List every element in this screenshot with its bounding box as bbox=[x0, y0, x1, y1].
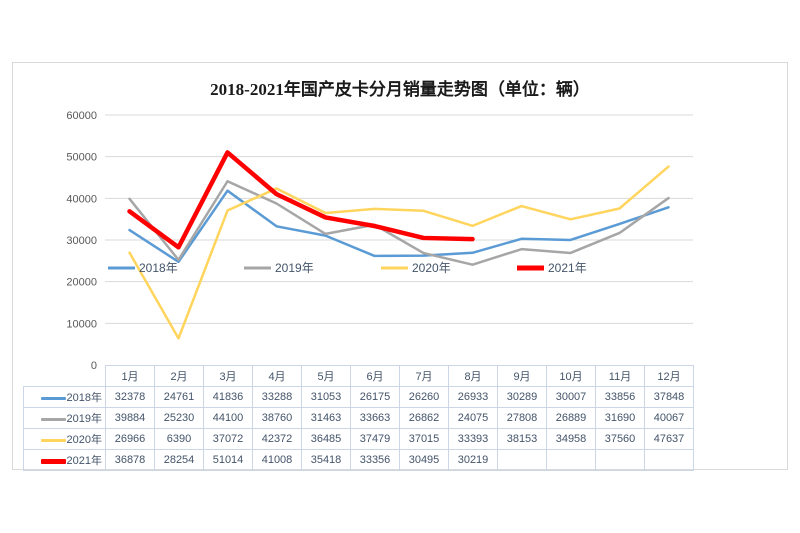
value-cell: 44100 bbox=[203, 407, 253, 429]
value-cell: 38760 bbox=[252, 407, 302, 429]
month-header-cell: 5月 bbox=[301, 365, 351, 387]
line-chart-plot: 0 10000 20000 30000 40000 50000 60000 2018年 2019… bbox=[66, 110, 693, 372]
value-cell: 41008 bbox=[252, 449, 302, 471]
month-header-cell: 8月 bbox=[448, 365, 498, 387]
value-cell bbox=[644, 449, 694, 471]
y-axis-tick-label: 10000 bbox=[66, 318, 97, 330]
value-cell: 6390 bbox=[154, 428, 204, 450]
series-marker-icon bbox=[40, 438, 66, 442]
value-cell bbox=[497, 449, 547, 471]
chart-container: 2018-2021年国产皮卡分月销量走势图（单位：辆） 0 10000 20000 3… bbox=[12, 62, 788, 471]
table-corner-cell bbox=[24, 366, 106, 387]
value-cell: 36485 bbox=[301, 428, 351, 450]
value-cell bbox=[595, 449, 645, 471]
table-row: 2020年 26966 6390 37072 42372 36485 37479 37015 3… bbox=[23, 428, 694, 450]
value-cell: 24761 bbox=[154, 386, 204, 408]
value-cell: 30289 bbox=[497, 386, 547, 408]
value-cell: 30495 bbox=[399, 449, 449, 471]
series-label-cell: 2018年 bbox=[23, 386, 106, 408]
value-cell: 26260 bbox=[399, 386, 449, 408]
value-cell: 41836 bbox=[203, 386, 253, 408]
value-cell: 37479 bbox=[350, 428, 400, 450]
value-cell: 51014 bbox=[203, 449, 253, 471]
value-cell: 31690 bbox=[595, 407, 645, 429]
value-cell: 32378 bbox=[105, 386, 155, 408]
series-line-2020 bbox=[128, 165, 670, 340]
series-marker-icon bbox=[40, 417, 66, 421]
series-marker-icon bbox=[40, 458, 66, 464]
value-cell: 33288 bbox=[252, 386, 302, 408]
month-header-cell: 1月 bbox=[105, 365, 155, 387]
value-cell: 37015 bbox=[399, 428, 449, 450]
value-cell: 24075 bbox=[448, 407, 498, 429]
value-cell: 35418 bbox=[301, 449, 351, 471]
value-cell: 30007 bbox=[546, 386, 596, 408]
month-header-cell: 9月 bbox=[497, 365, 547, 387]
y-axis-tick-label: 40000 bbox=[66, 193, 97, 205]
month-header-cell: 7月 bbox=[399, 365, 449, 387]
value-cell: 26933 bbox=[448, 386, 498, 408]
value-cell: 26966 bbox=[105, 428, 155, 450]
series-label-cell: 2019年 bbox=[23, 407, 106, 429]
y-axis-tick-label: 60000 bbox=[66, 110, 97, 122]
value-cell: 30219 bbox=[448, 449, 498, 471]
value-cell: 37560 bbox=[595, 428, 645, 450]
chart-title: 2018-2021年国产皮卡分月销量走势图（单位：辆） bbox=[210, 80, 590, 99]
legend-item: 2018年 bbox=[108, 261, 178, 275]
series-line-2019 bbox=[128, 180, 670, 266]
month-header-cell: 3月 bbox=[203, 365, 253, 387]
series-line-2021 bbox=[127, 150, 475, 250]
table-row: 2019年 39884 25230 44100 38760 31463 33663 26862… bbox=[23, 407, 694, 429]
value-cell: 33663 bbox=[350, 407, 400, 429]
chart-data-table: 1月 2月 3月 4月 5月 6月 7月 8月 9月 10月 11月 12月 2018年 32378 247… bbox=[23, 365, 694, 471]
month-header-cell: 4月 bbox=[252, 365, 302, 387]
value-cell bbox=[546, 449, 596, 471]
y-axis-tick-label: 0 bbox=[91, 360, 97, 372]
legend-item: 2020年 bbox=[381, 261, 451, 275]
table-row: 2021年 36878 28254 51014 41008 35418 33356 30495… bbox=[23, 449, 694, 471]
legend-label: 2018年 bbox=[139, 261, 178, 275]
value-cell: 26175 bbox=[350, 386, 400, 408]
y-axis-tick-label: 50000 bbox=[66, 152, 97, 164]
table-row: 2018年 32378 24761 41836 33288 31053 26175 26260… bbox=[23, 386, 694, 408]
series-label-cell: 2020年 bbox=[23, 428, 106, 450]
value-cell: 26889 bbox=[546, 407, 596, 429]
value-cell: 33356 bbox=[350, 449, 400, 471]
legend-label: 2021年 bbox=[548, 261, 587, 275]
month-header-cell: 11月 bbox=[595, 365, 645, 387]
value-cell: 39884 bbox=[105, 407, 155, 429]
month-header-cell: 12月 bbox=[644, 365, 694, 387]
value-cell: 47637 bbox=[644, 428, 694, 450]
value-cell: 26862 bbox=[399, 407, 449, 429]
value-cell: 33856 bbox=[595, 386, 645, 408]
value-cell: 42372 bbox=[252, 428, 302, 450]
legend-item: 2021年 bbox=[517, 261, 587, 275]
month-header-cell: 2月 bbox=[154, 365, 204, 387]
value-cell: 27808 bbox=[497, 407, 547, 429]
value-cell: 38153 bbox=[497, 428, 547, 450]
value-cell: 33393 bbox=[448, 428, 498, 450]
value-cell: 34958 bbox=[546, 428, 596, 450]
legend-label: 2020年 bbox=[412, 261, 451, 275]
value-cell: 37072 bbox=[203, 428, 253, 450]
value-cell: 40067 bbox=[644, 407, 694, 429]
value-cell: 31053 bbox=[301, 386, 351, 408]
y-axis-tick-label: 30000 bbox=[66, 235, 97, 247]
month-header-cell: 10月 bbox=[546, 365, 596, 387]
value-cell: 28254 bbox=[154, 449, 204, 471]
table-header-row: 1月 2月 3月 4月 5月 6月 7月 8月 9月 10月 11月 12月 bbox=[24, 365, 694, 387]
series-marker-icon bbox=[40, 396, 66, 400]
series-label-cell: 2021年 bbox=[23, 449, 106, 471]
month-header-cell: 6月 bbox=[350, 365, 400, 387]
y-axis-tick-label: 20000 bbox=[66, 277, 97, 289]
legend-item: 2019年 bbox=[244, 261, 314, 275]
value-cell: 31463 bbox=[301, 407, 351, 429]
legend-label: 2019年 bbox=[275, 261, 314, 275]
value-cell: 36878 bbox=[105, 449, 155, 471]
value-cell: 25230 bbox=[154, 407, 204, 429]
series-line-2018 bbox=[128, 189, 670, 264]
value-cell: 37848 bbox=[644, 386, 694, 408]
